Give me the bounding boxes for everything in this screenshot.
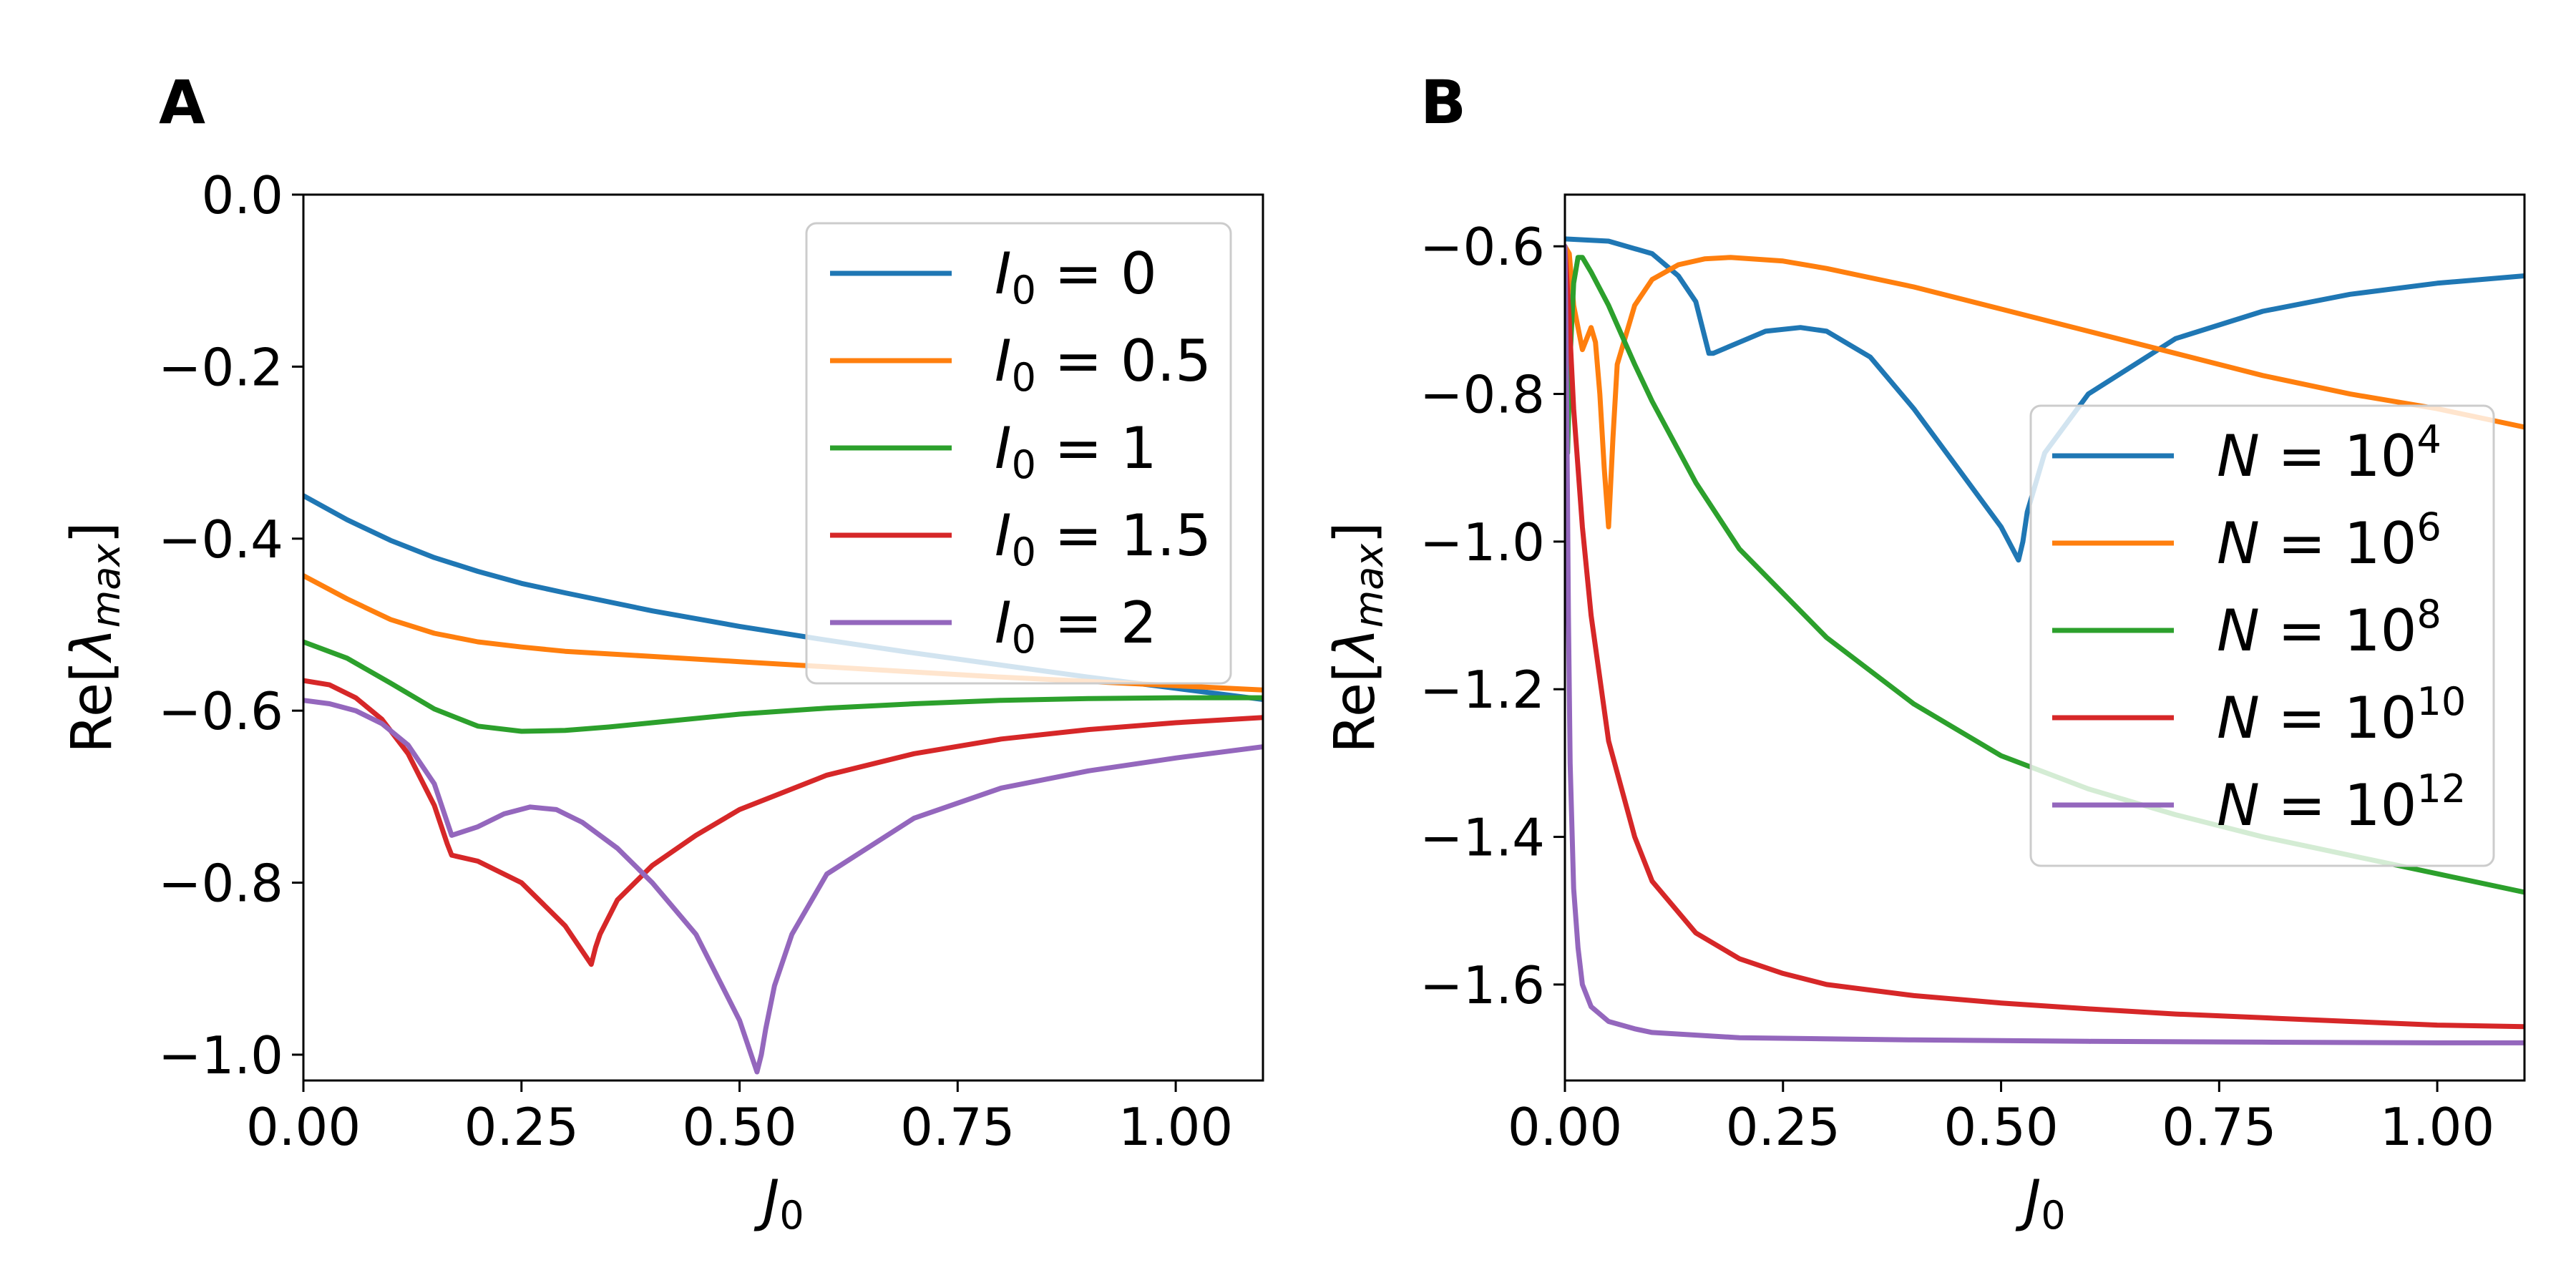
y-tick-label: −0.6 bbox=[1420, 217, 1545, 277]
x-tick-label: 0.75 bbox=[2162, 1097, 2276, 1157]
y-axis-label-lambda: λ bbox=[1323, 628, 1387, 663]
y-tick-label: −0.4 bbox=[158, 509, 283, 570]
tick-group: 0.00 0.25 0.50 0.75 1.00 0.0 −0.2 −0.4 −0.6 −0.8 −… bbox=[158, 165, 1233, 1157]
y-axis-label: Re[λmax] bbox=[60, 522, 129, 753]
plot-frame bbox=[302, 193, 1264, 1082]
legend-label-1: N = 104 bbox=[2217, 417, 2441, 489]
legend-box bbox=[805, 222, 1232, 685]
y-axis-label-sub: max bbox=[1347, 543, 1392, 628]
y-tick-label: −0.2 bbox=[158, 337, 283, 397]
legend-box bbox=[2029, 404, 2495, 867]
series-line-1 bbox=[1565, 236, 2524, 563]
y-tick-label: −1.2 bbox=[1420, 660, 1545, 720]
panel-b: B 0.00 0.25 0.50 0.75 1.00 −0.6 −0.8 −1.0 −1.2 −1… bbox=[1323, 67, 2526, 1238]
series-line-4 bbox=[303, 678, 1263, 967]
legend-label-5: I0 = 2 bbox=[995, 590, 1157, 662]
y-axis-label: Re[λmax] bbox=[1323, 522, 1392, 753]
x-tick-label: 0.50 bbox=[1943, 1097, 2058, 1157]
panel-label: B bbox=[1420, 67, 1466, 137]
y-tick-label: −1.0 bbox=[158, 1025, 283, 1085]
y-axis-label-close: ] bbox=[60, 522, 125, 543]
series-line-4 bbox=[1565, 243, 2524, 1030]
y-tick-label: −1.0 bbox=[1420, 512, 1545, 572]
panel-a: A 0.00 0.25 0.50 0.75 1.00 0.0 −0.2 −0.4 −0.6 −0.… bbox=[60, 67, 1264, 1238]
plot-frame bbox=[1563, 193, 2526, 1082]
legend-label-4: N = 1010 bbox=[2217, 679, 2466, 751]
x-axis-label-main: J bbox=[753, 1169, 779, 1234]
legend-label-1: I0 = 0 bbox=[995, 240, 1157, 313]
x-axis-label-sub: 0 bbox=[2041, 1193, 2065, 1238]
legend: N = 104 N = 106 N = 108 N = 1010 N = 1012 bbox=[2029, 404, 2495, 867]
x-tick-label: 0.25 bbox=[464, 1097, 579, 1157]
legend-entries: N = 104 N = 106 N = 108 N = 1010 N = 1012 bbox=[2052, 417, 2466, 839]
legend-label-3: I0 = 1 bbox=[995, 415, 1157, 487]
x-axis-label: J0 bbox=[2015, 1169, 2065, 1238]
legend-label-5: N = 1012 bbox=[2217, 766, 2466, 839]
x-tick-label: 0.25 bbox=[1726, 1097, 1840, 1157]
y-tick-label: −1.6 bbox=[1420, 955, 1545, 1015]
x-tick-label: 1.00 bbox=[2380, 1097, 2494, 1157]
y-axis-label-lambda: λ bbox=[60, 628, 125, 663]
series-group bbox=[1565, 236, 2524, 1045]
legend-label-4: I0 = 1.5 bbox=[995, 502, 1211, 575]
legend-label-2: N = 106 bbox=[2217, 504, 2441, 577]
y-tick-label: −0.6 bbox=[158, 681, 283, 741]
series-line-3 bbox=[303, 639, 1263, 734]
y-axis-label-main: Re[ bbox=[1323, 661, 1387, 753]
x-axis-label: J0 bbox=[753, 1169, 804, 1238]
legend: I0 = 0 I0 = 0.5 I0 = 1 I0 = 1.5 I0 = 2 bbox=[805, 222, 1232, 685]
x-tick-label: 0.00 bbox=[1508, 1097, 1622, 1157]
x-axis-label-sub: 0 bbox=[779, 1193, 804, 1238]
series-line-2 bbox=[1565, 243, 2524, 530]
y-tick-label: −0.8 bbox=[1420, 365, 1545, 425]
legend-label-3: N = 108 bbox=[2217, 592, 2441, 664]
x-tick-label: 0.75 bbox=[900, 1097, 1015, 1157]
y-tick-label: 0.0 bbox=[201, 165, 283, 225]
legend-label-2: I0 = 0.5 bbox=[995, 328, 1211, 400]
x-axis-label-main: J bbox=[2015, 1169, 2041, 1234]
y-axis-label-close: ] bbox=[1323, 522, 1387, 543]
y-axis-label-main: Re[ bbox=[60, 661, 125, 753]
series-line-5 bbox=[1565, 243, 2524, 1045]
y-tick-label: −1.4 bbox=[1420, 808, 1545, 868]
y-tick-label: −0.8 bbox=[158, 854, 283, 914]
tick-group: 0.00 0.25 0.50 0.75 1.00 −0.6 −0.8 −1.0 −1.2 −1.4… bbox=[1420, 217, 2494, 1157]
series-line-5 bbox=[303, 698, 1263, 1075]
x-tick-label: 0.50 bbox=[682, 1097, 796, 1157]
legend-entries: I0 = 0 I0 = 0.5 I0 = 1 I0 = 1.5 I0 = 2 bbox=[830, 240, 1211, 662]
x-tick-label: 1.00 bbox=[1118, 1097, 1233, 1157]
y-axis-label-sub: max bbox=[84, 543, 129, 628]
x-tick-label: 0.00 bbox=[246, 1097, 361, 1157]
panel-label: A bbox=[159, 67, 205, 137]
